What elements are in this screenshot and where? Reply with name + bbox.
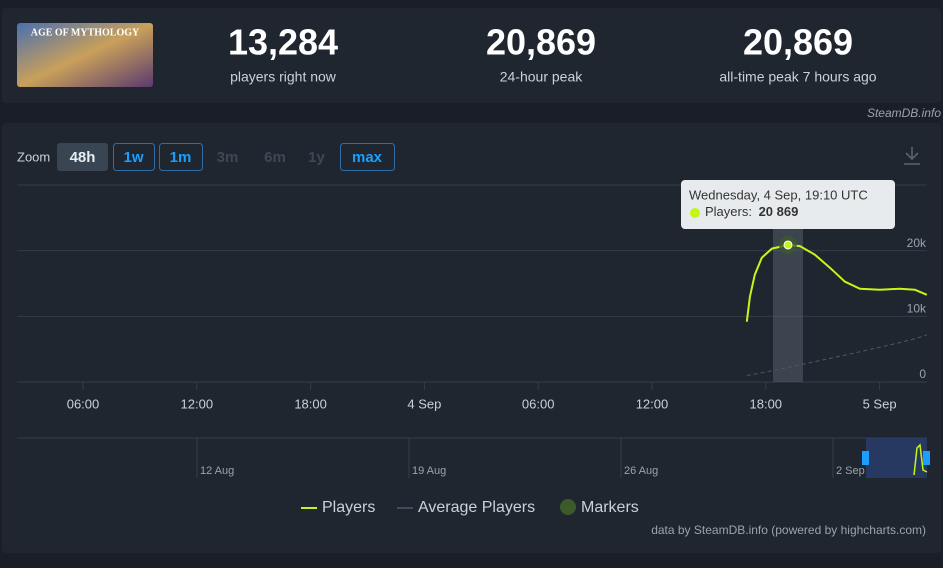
x-tick-label: 12:00 bbox=[181, 396, 214, 411]
legend-label[interactable]: Markers bbox=[581, 499, 639, 516]
y-tick-label: 10k bbox=[907, 302, 927, 316]
stat-value: 20,869 bbox=[486, 22, 596, 63]
x-tick-label: 12:00 bbox=[636, 396, 669, 411]
navigator-label: 19 Aug bbox=[412, 465, 446, 477]
series-line bbox=[746, 334, 927, 376]
zoom-button[interactable] bbox=[113, 143, 155, 171]
zoom-button[interactable] bbox=[340, 143, 395, 171]
zoom-button-label: 1y bbox=[308, 149, 325, 166]
legend-label[interactable]: Players bbox=[322, 499, 375, 516]
x-tick-label: 5 Sep bbox=[863, 396, 897, 411]
stat-label: players right now bbox=[230, 69, 337, 85]
legend-label[interactable]: Average Players bbox=[418, 499, 535, 516]
x-tick-label: 06:00 bbox=[522, 396, 555, 411]
chart-panel bbox=[2, 123, 941, 553]
x-tick-label: 18:00 bbox=[294, 396, 327, 411]
stat-label: 24-hour peak bbox=[500, 69, 584, 85]
zoom-button-label[interactable]: 1m bbox=[170, 149, 192, 166]
series-line bbox=[745, 243, 928, 322]
navigator-handle[interactable] bbox=[923, 451, 930, 465]
zoom-button-label[interactable]: max bbox=[352, 149, 383, 166]
x-tick-label: 06:00 bbox=[67, 396, 100, 411]
tooltip-dot bbox=[690, 208, 700, 218]
stat-value: 13,284 bbox=[228, 22, 338, 63]
navigator-selection[interactable] bbox=[866, 438, 927, 478]
navigator-handle[interactable] bbox=[862, 451, 869, 465]
stat-label: all-time peak 7 hours ago bbox=[719, 69, 876, 85]
navigator-label: 12 Aug bbox=[200, 465, 234, 477]
download-icon[interactable] bbox=[904, 147, 920, 165]
credits: data by SteamDB.info (powered by highcha… bbox=[651, 523, 926, 537]
stats-panel bbox=[2, 8, 941, 103]
x-tick-label: 18:00 bbox=[750, 396, 783, 411]
navigator-label: 2 Sep bbox=[836, 465, 865, 477]
tooltip-title: Wednesday, 4 Sep, 19:10 UTC bbox=[689, 187, 868, 202]
y-tick-label: 0 bbox=[919, 367, 926, 381]
zoom-button[interactable] bbox=[57, 143, 108, 171]
game-image bbox=[17, 23, 153, 87]
tooltip bbox=[681, 180, 895, 229]
tooltip-label: Players: bbox=[705, 204, 756, 219]
zoom-button-label: 3m bbox=[217, 149, 239, 166]
navigator-line bbox=[913, 443, 928, 476]
game-title: AGE OF MYTHOLOGY bbox=[31, 27, 140, 38]
zoom-button-label[interactable]: 1w bbox=[123, 149, 143, 166]
navigator-label: 26 Aug bbox=[624, 465, 658, 477]
y-tick-label: 20k bbox=[907, 236, 927, 250]
stat-value: 20,869 bbox=[743, 22, 853, 63]
zoom-button[interactable] bbox=[159, 143, 203, 171]
zoom-label: Zoom bbox=[17, 149, 50, 164]
peak-point bbox=[783, 240, 793, 250]
tooltip-value: 20 869 bbox=[759, 204, 799, 219]
tooltip-body: Players: 20 869 bbox=[705, 204, 798, 219]
zoom-button-label: 6m bbox=[264, 149, 286, 166]
zoom-button-label[interactable]: 48h bbox=[70, 149, 96, 166]
legend-swatch bbox=[560, 499, 576, 515]
source: SteamDB.info bbox=[867, 106, 941, 120]
x-tick-label: 4 Sep bbox=[407, 396, 441, 411]
